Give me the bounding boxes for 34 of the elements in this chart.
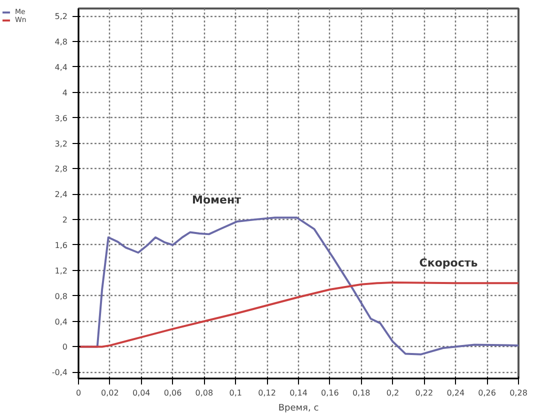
y-tick-label: -0,4 xyxy=(52,368,68,378)
x-tick-label: 0 xyxy=(76,388,82,398)
x-tick-label: 0,02 xyxy=(101,388,119,398)
y-tick-label: 0,4 xyxy=(54,317,68,326)
x-axis-title: Время, с xyxy=(278,404,319,414)
y-tick-label: 2 xyxy=(62,216,68,225)
line-series xyxy=(78,282,518,348)
y-tick-label: 4,8 xyxy=(54,38,68,47)
y-tick-label: 1,6 xyxy=(54,240,68,250)
x-tick-label: 0,1 xyxy=(229,388,242,398)
y-tick-label: 1,2 xyxy=(54,266,68,276)
x-tick-label: 0,04 xyxy=(132,388,150,398)
x-tick-label: 0,08 xyxy=(195,388,214,398)
annotation: Скорость xyxy=(419,256,478,270)
x-tick-label: 0,12 xyxy=(258,388,276,398)
y-tick-label: 4 xyxy=(62,88,68,98)
y-tick-label: 2,8 xyxy=(54,164,68,174)
y-tick-label: 0,8 xyxy=(54,292,68,301)
x-tick-label: 0,18 xyxy=(352,388,370,398)
annotation: Момент xyxy=(192,194,242,206)
y-tick-label: 0 xyxy=(62,342,68,352)
y-tick-label: 2,4 xyxy=(54,190,68,200)
x-tick-label: 0,24 xyxy=(446,388,465,398)
x-tick-label: 0,16 xyxy=(321,388,339,398)
x-tick-label: 0,28 xyxy=(510,388,528,398)
y-tick-label: 5,2 xyxy=(54,12,68,22)
x-tick-label: 0,06 xyxy=(164,388,182,398)
y-tick-label: 3,2 xyxy=(54,139,68,148)
y-tick-label: 3,6 xyxy=(54,114,68,123)
x-tick-label: 0,14 xyxy=(290,388,308,398)
x-tick-label: 0,22 xyxy=(415,388,434,398)
x-tick-label: 0,26 xyxy=(478,388,496,398)
y-tick-label: 4,4 xyxy=(54,62,68,72)
x-tick-label: 0,2 xyxy=(386,388,400,398)
